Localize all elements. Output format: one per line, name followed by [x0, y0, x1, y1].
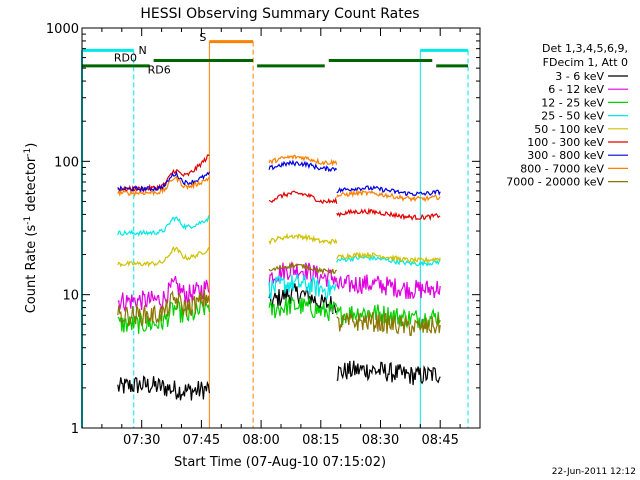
y-tick-label: 1000 — [46, 22, 79, 37]
y-tick-label: 10 — [62, 289, 79, 304]
flag-rd6-label: RD6 — [148, 64, 171, 77]
y-tick-label: 100 — [54, 155, 79, 170]
x-axis-label: Start Time (07-Aug-10 07:15:02) — [174, 455, 386, 470]
series-line — [117, 246, 210, 268]
series-line — [268, 232, 338, 246]
legend-entry-label: 7000 - 20000 keV — [506, 176, 604, 189]
x-tick-label: 08:00 — [242, 433, 279, 448]
legend-header: FDecim 1, Att 0 — [543, 56, 628, 69]
series-line — [117, 289, 210, 328]
legend-entry-label: 800 - 7000 keV — [520, 162, 604, 175]
series-line — [336, 185, 441, 197]
chart-title: HESSI Observing Summary Count Rates — [140, 6, 419, 22]
x-tick-label: 07:45 — [183, 433, 220, 448]
series-line — [268, 296, 338, 322]
x-axis: 07:30 07:45 08:00 08:15 08:30 08:45 — [101, 28, 461, 448]
series-group — [117, 214, 441, 300]
series-line — [268, 261, 338, 276]
series-line — [268, 154, 338, 167]
series-line — [117, 174, 210, 197]
series-line — [336, 207, 441, 222]
flag-rd0-label: RD0 — [114, 52, 137, 65]
series-line — [336, 360, 441, 386]
series-line — [336, 188, 441, 203]
flag-n-label: N — [139, 44, 147, 57]
series-group — [117, 232, 441, 268]
x-tick-label: 08:30 — [362, 433, 399, 448]
x-tick-label: 08:15 — [302, 433, 339, 448]
series-line — [336, 274, 441, 300]
series-line — [117, 375, 210, 401]
series-line — [336, 251, 441, 265]
plot-area: N S RD0 RD6 — [81, 31, 469, 428]
series-group — [117, 260, 441, 313]
legend-entry-label: 6 - 12 keV — [548, 83, 604, 96]
y-axis: 1 10 100 1000 — [46, 22, 480, 437]
series-line — [336, 304, 441, 330]
legend-header: Det 1,3,4,5,6,9, — [542, 42, 628, 55]
series-group — [117, 159, 441, 197]
series-group — [117, 154, 441, 203]
y-axis-label: Count Rate (s-1 detector-1) — [23, 143, 39, 314]
legend: Det 1,3,4,5,6,9,FDecim 1, Att 03 - 6 keV… — [506, 42, 628, 189]
series-line — [268, 190, 338, 205]
x-tick-label: 08:45 — [421, 433, 458, 448]
series-line — [336, 254, 441, 267]
y-tick-label: 1 — [71, 422, 79, 437]
footer-timestamp: 22-Jun-2011 12:12 — [552, 467, 636, 477]
series-line — [117, 214, 210, 237]
series-line — [117, 170, 210, 193]
x-tick-label: 07:30 — [123, 433, 160, 448]
legend-entry-label: 300 - 800 keV — [527, 149, 604, 162]
legend-entry-label: 50 - 100 keV — [534, 123, 604, 136]
series-line — [268, 260, 338, 287]
series-group — [117, 261, 441, 337]
legend-entry-label: 100 - 300 keV — [527, 136, 604, 149]
series-line — [117, 275, 210, 313]
legend-entry-label: 12 - 25 keV — [541, 96, 604, 109]
series-line — [268, 273, 338, 300]
series-line — [336, 311, 441, 337]
series-group — [117, 296, 441, 334]
series-line — [117, 297, 210, 334]
series-group — [117, 283, 441, 401]
legend-entry-label: 3 - 6 keV — [555, 70, 604, 83]
flag-s-label: S — [199, 31, 206, 44]
series-line — [268, 159, 338, 173]
legend-entry-label: 25 - 50 keV — [541, 110, 604, 123]
series-line — [268, 283, 338, 315]
